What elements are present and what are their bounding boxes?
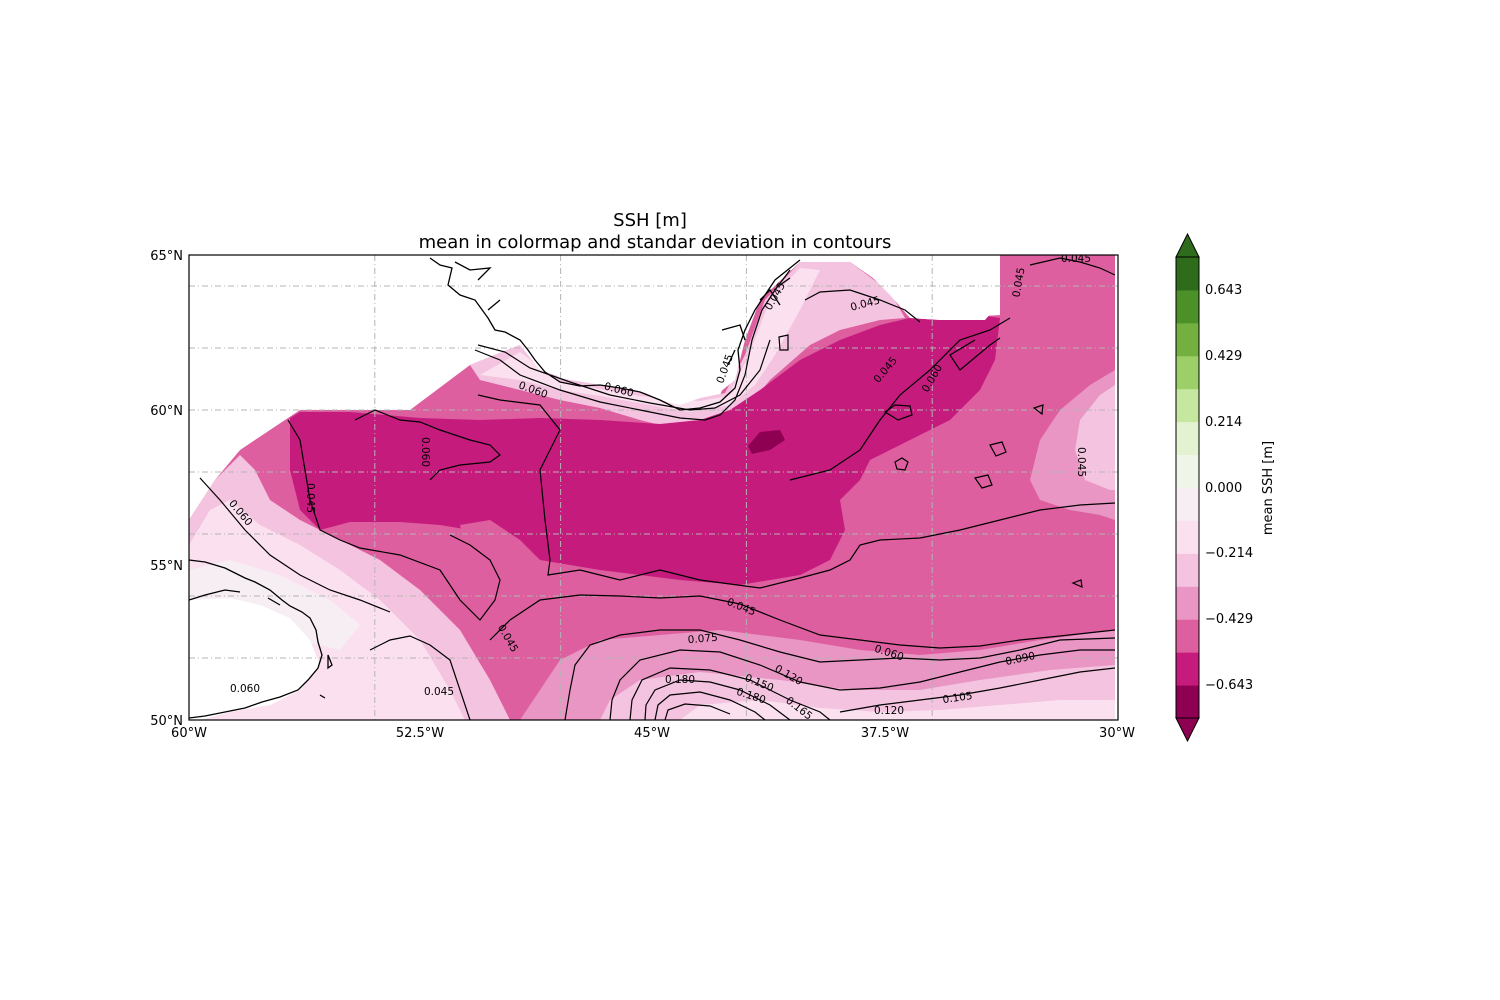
- colorbar-segment: [1176, 520, 1199, 554]
- contour-label: 0.045: [1075, 447, 1087, 477]
- contour-greenland-inner: [474, 269, 791, 421]
- contour-south-east: [839, 667, 1116, 713]
- contour-island-5: [1032, 404, 1044, 416]
- contour-gyre-main: [477, 394, 1116, 589]
- lat-tick-label: 60°N: [150, 404, 183, 419]
- lat-axis: 65°N 60°N 55°N 50°N: [150, 249, 183, 729]
- colorbar-segment: [1176, 322, 1199, 357]
- colorbar-segment: [1176, 619, 1199, 653]
- ssh-east-lighter: [1075, 385, 1115, 490]
- contour-labrador-0045: [369, 635, 471, 720]
- labrador-islands: [189, 589, 333, 699]
- contour-label: 0.060: [419, 437, 431, 467]
- contour-island-1: [883, 404, 913, 421]
- contour-label: 0.120: [874, 705, 904, 717]
- colorbar-segment: [1176, 553, 1199, 587]
- colorbar-tick-label: 0.214: [1205, 415, 1242, 430]
- colorbar-label: mean SSH [m]: [1261, 441, 1276, 535]
- colorbar-segment: [1176, 487, 1199, 521]
- contour-south-0120: [654, 691, 766, 720]
- iceland-region-mask: [850, 255, 998, 320]
- colorbar-segment: [1176, 421, 1199, 456]
- lat-tick-label: 65°N: [150, 249, 183, 264]
- colorbar-tick-label: 0.643: [1205, 283, 1242, 298]
- ssh-south-band-3: [680, 700, 1115, 720]
- colorbar: [1175, 232, 1200, 743]
- contour-south-0060: [564, 629, 1116, 720]
- lon-axis: 60°W 52.5°W 45°W 37.5°W 30°W: [171, 726, 1135, 741]
- lon-tick-label: 52.5°W: [396, 726, 444, 741]
- colorbar-segment: [1176, 454, 1199, 488]
- colorbar-segment: [1176, 388, 1199, 423]
- colorbar-extend-min: [1175, 717, 1200, 743]
- colorbar-extend-max: [1175, 232, 1200, 258]
- contour-labrador-0060: [199, 477, 391, 613]
- contour-south-0105: [644, 679, 791, 720]
- contour-island-3: [973, 474, 993, 489]
- colorbar-tick-label: −0.214: [1205, 546, 1253, 561]
- labrador-land: [189, 598, 320, 720]
- colorbar-tick-label: 0.000: [1205, 481, 1242, 496]
- graticule: [189, 255, 1118, 720]
- contour-label: 0.045: [304, 483, 316, 513]
- contour-iceland-north: [1029, 257, 1116, 276]
- colorbar-segment: [1176, 355, 1199, 390]
- ssh-min-spot: [748, 430, 785, 454]
- chart-subtitle: mean in colormap and standar deviation i…: [419, 232, 892, 253]
- colorbar-segment: [1176, 586, 1199, 620]
- lat-tick-label: 55°N: [150, 559, 183, 574]
- contour-greenland-outer: [477, 339, 771, 411]
- labrador-coastline: [189, 559, 323, 719]
- contour-label: 0.105: [942, 690, 973, 706]
- lon-tick-label: 37.5°W: [861, 726, 909, 741]
- colorbar-segment: [1176, 257, 1199, 291]
- colorbar-segment: [1176, 289, 1199, 324]
- contour-island-7: [1071, 579, 1083, 588]
- contour-label: 0.180: [665, 674, 695, 686]
- map-frame: [188, 254, 1119, 721]
- lon-tick-label: 30°W: [1099, 726, 1135, 741]
- contour-island-2: [894, 457, 909, 471]
- map-panel: 0.060 0.060 0.045 0.045 0.045 0.045 0.06…: [189, 253, 1118, 720]
- colorbar-tick-label: −0.429: [1205, 612, 1253, 627]
- contour-south-0045: [489, 594, 1116, 649]
- greenland-coastline: [429, 257, 801, 411]
- greenland-land: [189, 255, 800, 510]
- ssh-gyre-core: [290, 315, 1000, 585]
- contour-island-6: [778, 334, 789, 351]
- coastlines: [189, 257, 801, 719]
- contour-label: 0.045: [1061, 253, 1091, 265]
- colorbar-segment: [1176, 685, 1199, 719]
- lat-tick-label: 50°N: [150, 714, 183, 729]
- colorbar-tick-label: −0.643: [1205, 678, 1253, 693]
- contour-gyre-west: [287, 419, 501, 621]
- contour-iceland: [804, 289, 921, 323]
- contour-gyre-north: [354, 409, 501, 481]
- ssh-mid-wedge: [460, 520, 550, 630]
- colorbar-tick-label: 0.429: [1205, 349, 1242, 364]
- colorbar-frame: [1175, 256, 1200, 719]
- contour-label: 0.045: [1011, 267, 1028, 299]
- ssh-fill-layer: [189, 255, 1115, 720]
- land-layer: [189, 255, 998, 720]
- ssh-labrador-inner: [189, 560, 360, 650]
- lon-tick-label: 60°W: [171, 726, 207, 741]
- contour-lines: [199, 257, 1116, 720]
- contour-south-0150: [664, 703, 731, 720]
- lon-tick-label: 45°W: [634, 726, 670, 741]
- colorbar-segment: [1176, 652, 1199, 686]
- contour-south-0075: [609, 649, 1115, 720]
- contour-label: 0.060: [230, 683, 260, 695]
- contour-south-0090: [629, 667, 831, 720]
- contour-label: 0.045: [424, 686, 454, 698]
- contour-gyre-east: [789, 317, 1011, 481]
- colorbar-ticks: 0.643 0.429 0.214 0.000 −0.214 −0.429 −0…: [1205, 283, 1253, 693]
- contour-island-4: [989, 441, 1007, 457]
- greenland-fjords: [454, 261, 791, 366]
- chart-title: SSH [m]: [613, 210, 687, 231]
- contour-label: 0.075: [687, 632, 718, 647]
